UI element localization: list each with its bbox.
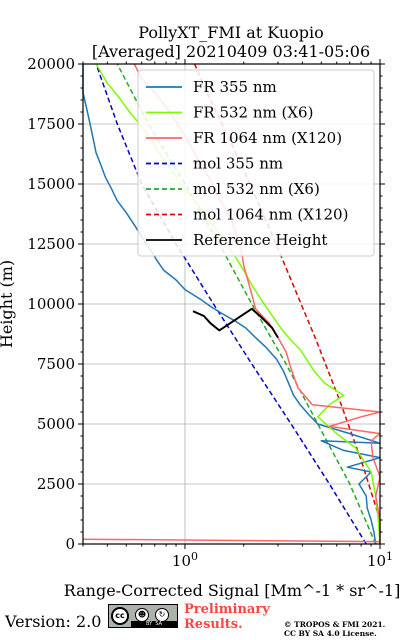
y-tick-label: 20000 (27, 55, 75, 73)
x-tick-label: 101 (367, 550, 393, 570)
license-by: BY (145, 621, 153, 627)
by-person-icon: ☻ (135, 608, 149, 622)
x-tick-label: 100 (172, 550, 198, 570)
copyright-line1: © TROPOS & FMI 2021. (284, 620, 386, 629)
license-badge[interactable]: cc ☻ ↻ BY SA (108, 604, 178, 628)
copyright-line2: CC BY SA 4.0 License. (284, 629, 377, 638)
chart-subtitle: [Averaged] 20210409 03:41-05:06 (92, 42, 370, 61)
y-tick-labels: 0 2500 5000 7500 10000 12500 15000 17500 20000 (27, 55, 75, 553)
legend-label-2: FR 1064 nm (X120) (193, 129, 342, 147)
chart-title: PollyXT_FMI at Kuopio (138, 23, 324, 42)
y-tick-label: 5000 (37, 415, 75, 433)
y-tick-label: 17500 (27, 115, 75, 133)
version-label: Version: 2.0 (5, 612, 102, 631)
legend-box (137, 69, 375, 257)
cc-icon: cc (111, 607, 129, 625)
x-tick-labels: 100 101 (172, 550, 393, 570)
y-tick-label: 15000 (27, 175, 75, 193)
chart: PollyXT_FMI at Kuopio [Averaged] 2021040… (0, 23, 400, 600)
y-tick-label: 12500 (27, 235, 75, 253)
legend-label-1: FR 532 nm (X6) (193, 104, 313, 122)
share-alike-icon: ↻ (155, 608, 169, 622)
copyright: © TROPOS & FMI 2021. CC BY SA 4.0 Licens… (284, 620, 385, 638)
series-line-3 (95, 63, 367, 545)
y-tick-label: 7500 (37, 355, 75, 373)
y-tick-label: 2500 (37, 475, 75, 493)
ticks (78, 59, 385, 549)
legend-label-6: Reference Height (193, 231, 327, 249)
x-axis-label: Range-Corrected Signal [Mm^-1 * sr^-1] (64, 581, 400, 600)
legend-label-3: mol 355 nm (193, 155, 283, 173)
y-axis-label: Height (m) (0, 260, 16, 348)
license-badge-label: BY SA (131, 621, 177, 627)
legend-label-4: mol 532 nm (X6) (193, 180, 320, 198)
series-line-4 (116, 63, 377, 545)
y-tick-label: 10000 (27, 295, 75, 313)
series-line-6 (192, 307, 279, 339)
legend-label-0: FR 355 nm (193, 78, 277, 96)
preliminary-line2: Results. (184, 617, 243, 632)
preliminary-notice: Preliminary Results. (184, 602, 270, 632)
legend: FR 355 nm FR 532 nm (X6) FR 1064 nm (X120)… (137, 69, 375, 257)
legend-label-5: mol 1064 nm (X120) (193, 206, 348, 224)
license-sa: SA (155, 621, 163, 627)
series-group (82, 63, 381, 545)
y-tick-label: 0 (65, 535, 75, 553)
preliminary-line1: Preliminary (184, 602, 270, 617)
series-line-5 (193, 63, 381, 521)
